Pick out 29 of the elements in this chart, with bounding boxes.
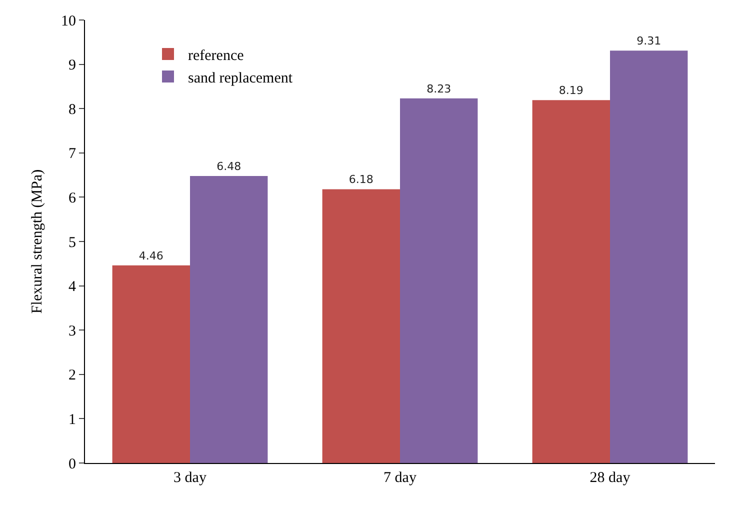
y-axis-title: Flexural strength (MPa)	[29, 169, 46, 314]
bar	[532, 100, 610, 463]
y-tick-label: 2	[68, 368, 76, 384]
y-tick-label: 3	[68, 323, 76, 340]
data-label: 4.46	[138, 249, 164, 262]
y-tick-label: 10	[61, 13, 76, 30]
data-label: 8.19	[558, 84, 584, 98]
legend-label: sand replacement	[188, 70, 294, 86]
data-label: 6.48	[216, 160, 242, 173]
y-tick-label: 5	[68, 234, 76, 251]
y-tick-label: 4	[68, 279, 76, 296]
y-tick-label: 9	[68, 58, 76, 74]
bar	[190, 176, 268, 463]
data-label: 8.23	[426, 82, 452, 96]
data-label: 6.18	[348, 173, 374, 186]
legend-label: reference	[188, 48, 244, 64]
bar	[400, 98, 478, 463]
y-tick-label: 6	[68, 190, 76, 206]
x-tick-label: 7 day	[384, 470, 417, 486]
y-tick-label: 0	[68, 456, 76, 472]
x-tick-label: 3 day	[174, 470, 207, 486]
bar	[610, 50, 688, 463]
y-tick-label: 8	[68, 102, 76, 118]
y-tick-label: 7	[68, 146, 76, 162]
data-label: 9.31	[636, 34, 662, 48]
bar	[112, 265, 190, 463]
bar	[322, 189, 400, 463]
x-tick-label: 28 day	[590, 470, 631, 486]
y-tick-label: 1	[68, 412, 76, 428]
